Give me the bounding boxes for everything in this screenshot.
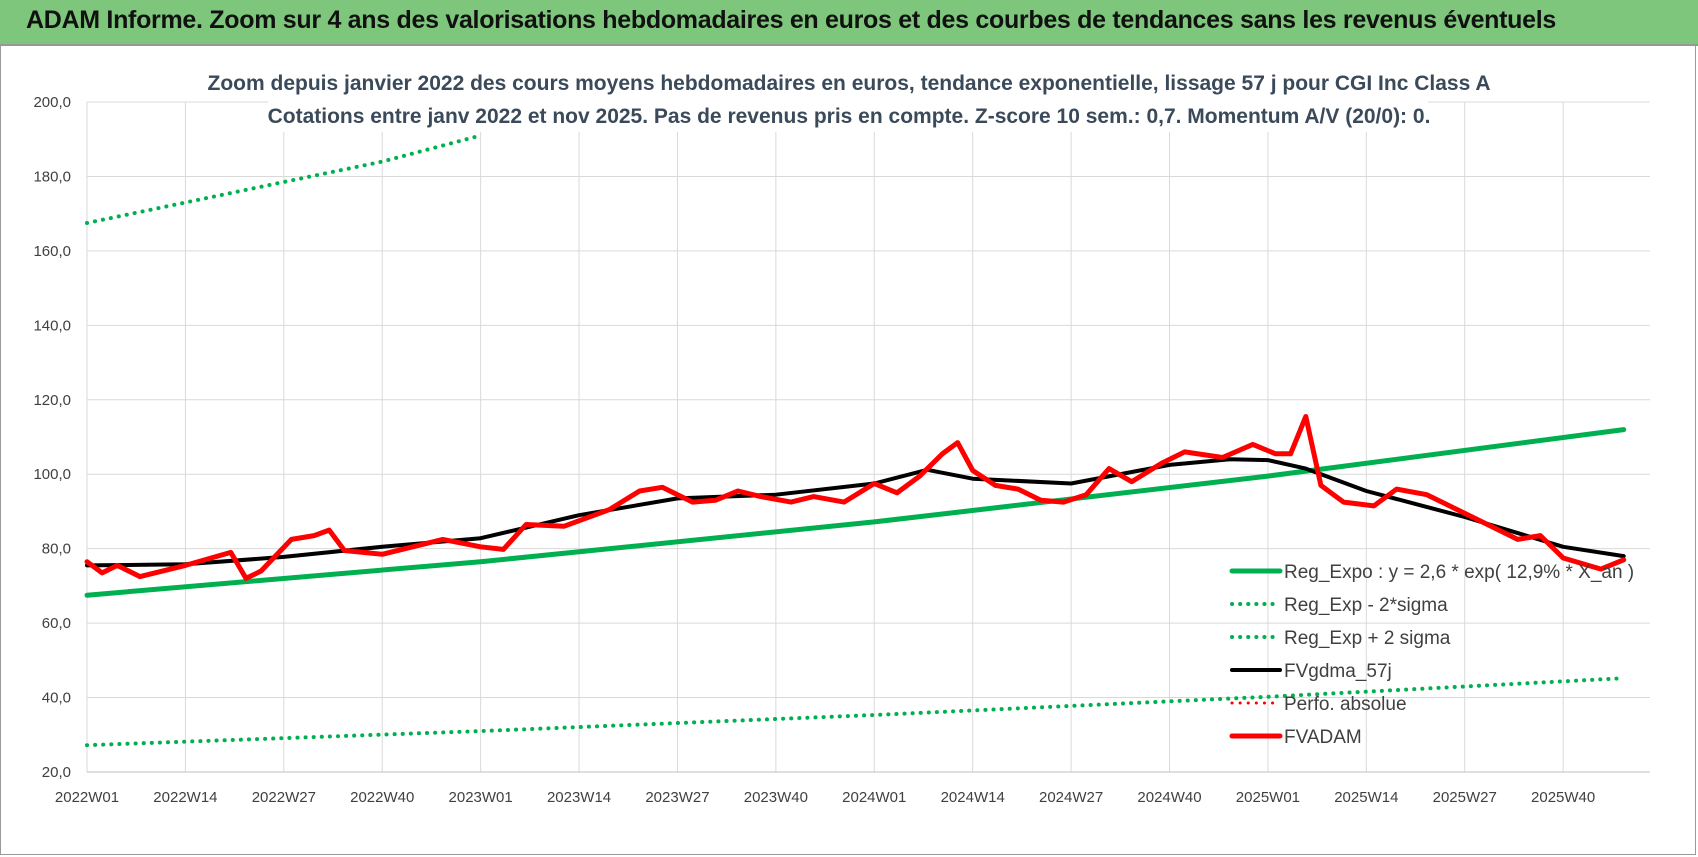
y-tick-label: 60,0 — [42, 615, 71, 632]
x-tick-label: 2023W27 — [645, 789, 709, 806]
x-tick-label: 2024W01 — [842, 789, 906, 806]
banner-title: ADAM Informe. Zoom sur 4 ans des valoris… — [26, 6, 1556, 34]
series-line-2 — [85, 133, 483, 225]
x-tick-label: 2023W01 — [449, 789, 513, 806]
x-tick-label: 2025W14 — [1334, 789, 1398, 806]
series-line-5 — [84, 414, 1627, 581]
legend-label: FVgdma_57j — [1284, 661, 1392, 682]
x-tick-label: 2023W14 — [547, 789, 611, 806]
y-tick-label: 40,0 — [42, 690, 71, 707]
y-tick-label: 20,0 — [42, 764, 71, 781]
chart-title: Zoom depuis janvier 2022 des cours moyen… — [208, 72, 1491, 95]
chart-title-box — [268, 62, 1428, 132]
legend-label: Reg_Exp + 2 sigma — [1284, 628, 1451, 649]
legend-label: Perfo. absolue — [1284, 694, 1407, 715]
chart-subtitle: Cotations entre janv 2022 et nov 2025. P… — [268, 105, 1431, 128]
y-tick-label: 180,0 — [33, 168, 71, 185]
y-tick-label: 160,0 — [33, 243, 71, 260]
x-tick-label: 2024W14 — [941, 789, 1005, 806]
series-line-3 — [85, 457, 1626, 568]
x-tick-label: 2022W01 — [55, 789, 119, 806]
series-line-0 — [84, 427, 1627, 598]
y-tick-label: 200,0 — [33, 94, 71, 111]
x-tick-label: 2024W40 — [1137, 789, 1201, 806]
x-tick-label: 2022W40 — [350, 789, 414, 806]
y-tick-label: 140,0 — [33, 317, 71, 334]
y-tick-label: 100,0 — [33, 466, 71, 483]
x-tick-label: 2022W14 — [153, 789, 217, 806]
x-tick-label: 2025W27 — [1433, 789, 1497, 806]
x-tick-label: 2025W40 — [1531, 789, 1595, 806]
x-tick-label: 2024W27 — [1039, 789, 1103, 806]
y-tick-label: 120,0 — [33, 392, 71, 409]
x-tick-label: 2022W27 — [252, 789, 316, 806]
chart-frame — [0, 44, 1696, 855]
legend-label: Reg_Exp - 2*sigma — [1284, 595, 1448, 616]
x-tick-label: 2023W40 — [744, 789, 808, 806]
y-tick-label: 80,0 — [42, 541, 71, 558]
title-banner: ADAM Informe. Zoom sur 4 ans des valoris… — [0, 0, 1698, 46]
legend-label: FVADAM — [1284, 727, 1362, 748]
x-tick-label: 2025W01 — [1236, 789, 1300, 806]
legend-label: Reg_Expo : y = 2,6 * exp( 12,9% * X_an ) — [1284, 562, 1634, 583]
